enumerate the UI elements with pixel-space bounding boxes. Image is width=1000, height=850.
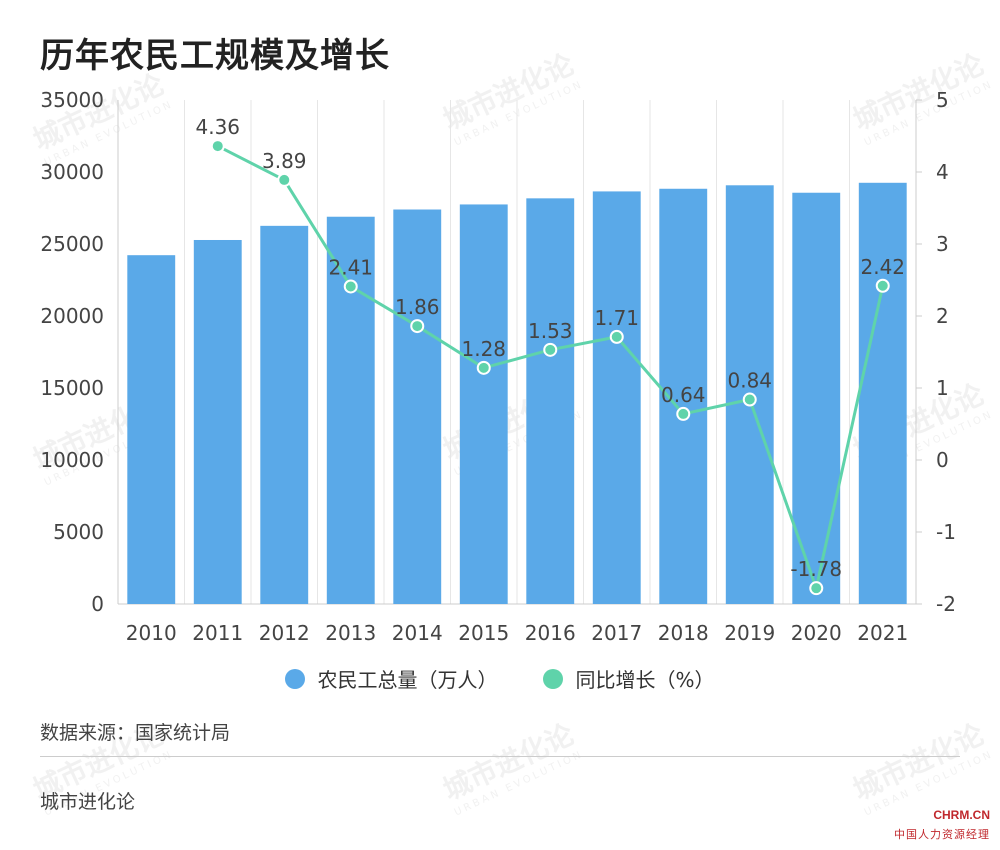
- growth-data-label: 1.28: [461, 337, 506, 361]
- legend-item-bars[interactable]: 农民工总量（万人）: [285, 664, 497, 693]
- growth-point: [543, 342, 558, 357]
- growth-point: [343, 279, 358, 294]
- growth-point: [742, 392, 757, 407]
- right-tick-label: 2: [936, 304, 949, 328]
- chart-title: 历年农民工规模及增长: [40, 36, 390, 76]
- data-source: 数据来源：国家统计局: [40, 722, 231, 744]
- x-tick-label: 2015: [458, 621, 509, 645]
- growth-data-label: 1.53: [528, 319, 573, 343]
- left-tick-label: 25000: [40, 232, 104, 256]
- x-tick-label: 2017: [591, 621, 642, 645]
- growth-point: [277, 172, 292, 187]
- bar: [127, 255, 176, 605]
- x-tick-label: 2020: [791, 621, 842, 645]
- x-tick-label: 2016: [525, 621, 576, 645]
- growth-point: [410, 319, 425, 334]
- left-tick-label: 15000: [40, 376, 104, 400]
- left-tick-label: 0: [91, 592, 104, 616]
- bar: [592, 191, 641, 604]
- x-tick-label: 2018: [658, 621, 709, 645]
- growth-data-label: 0.84: [727, 369, 772, 393]
- bar: [858, 182, 907, 605]
- bar: [193, 239, 242, 604]
- growth-data-label: 2.41: [328, 255, 373, 279]
- left-tick-label: 35000: [40, 88, 104, 112]
- x-tick-label: 2019: [724, 621, 775, 645]
- growth-data-label: 2.42: [860, 255, 905, 279]
- growth-point: [875, 278, 890, 293]
- divider: [40, 756, 960, 757]
- x-tick-label: 2012: [259, 621, 310, 645]
- legend-bar-swatch: [285, 668, 306, 689]
- growth-data-label: 4.36: [195, 115, 240, 139]
- legend-line-swatch: [543, 668, 564, 689]
- logo-main-text: CHRM: [933, 808, 970, 822]
- watermark: 城市进化论 URBAN EVOLUTION: [437, 717, 586, 819]
- growth-data-label: 1.86: [395, 295, 440, 319]
- bar: [459, 204, 508, 604]
- legend-label-line: 同比增长（%）: [575, 668, 715, 692]
- right-tick-label: 1: [936, 376, 949, 400]
- growth-data-label: 1.71: [594, 306, 639, 330]
- left-tick-label: 30000: [40, 160, 104, 184]
- right-tick-label: 0: [936, 448, 949, 472]
- growth-data-label: -1.78: [790, 557, 842, 581]
- site-logo: CHRM.CN 中国人力资源经理: [894, 798, 990, 842]
- legend-label-bars: 农民工总量（万人）: [317, 668, 498, 692]
- bar: [526, 198, 575, 605]
- right-tick-label: 3: [936, 232, 949, 256]
- growth-data-label: 3.89: [262, 149, 307, 173]
- brand-name: 城市进化论: [40, 791, 136, 813]
- growth-point: [476, 360, 491, 375]
- left-tick-label: 20000: [40, 304, 104, 328]
- growth-data-label: 0.64: [661, 383, 706, 407]
- growth-point: [609, 329, 624, 344]
- x-tick-label: 2013: [325, 621, 376, 645]
- left-tick-label: 5000: [53, 520, 104, 544]
- right-tick-label: -2: [936, 592, 956, 616]
- bar: [792, 192, 841, 604]
- legend-item-line[interactable]: 同比增长（%）: [543, 664, 715, 693]
- bar: [393, 209, 442, 604]
- logo-subtext: 中国人力资源经理: [894, 828, 990, 841]
- left-tick-label: 10000: [40, 448, 104, 472]
- growth-point: [210, 139, 225, 154]
- right-tick-label: -1: [936, 520, 956, 544]
- combo-chart: 0 5000 10000 15000 20000 25000 30000 35000 -2 -1 0…: [40, 88, 956, 645]
- growth-point: [809, 581, 824, 596]
- x-tick-label: 2014: [392, 621, 443, 645]
- x-tick-label: 2010: [126, 621, 177, 645]
- right-tick-label: 5: [936, 88, 949, 112]
- x-tick-label: 2021: [857, 621, 908, 645]
- x-tick-label: 2011: [192, 621, 243, 645]
- growth-point: [676, 406, 691, 421]
- bar: [260, 225, 309, 604]
- chart-legend: 农民工总量（万人） 同比增长（%）: [0, 664, 1000, 693]
- logo-suffix: .CN: [969, 808, 990, 822]
- right-tick-label: 4: [936, 160, 949, 184]
